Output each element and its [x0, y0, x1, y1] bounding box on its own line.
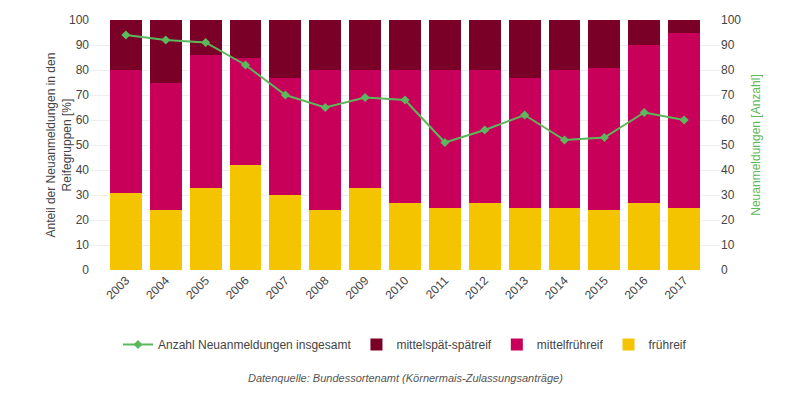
svg-text:40: 40 — [721, 163, 735, 177]
svg-text:0: 0 — [721, 263, 728, 277]
svg-text:50: 50 — [76, 138, 90, 152]
svg-text:70: 70 — [721, 88, 735, 102]
svg-text:frühreif: frühreif — [649, 338, 687, 352]
svg-text:60: 60 — [76, 113, 90, 127]
svg-text:70: 70 — [76, 88, 90, 102]
svg-text:2010: 2010 — [383, 273, 412, 302]
svg-text:2004: 2004 — [143, 273, 172, 302]
svg-text:100: 100 — [69, 13, 89, 27]
svg-text:2015: 2015 — [582, 273, 611, 302]
svg-text:10: 10 — [721, 238, 735, 252]
svg-text:50: 50 — [721, 138, 735, 152]
svg-text:2006: 2006 — [223, 273, 252, 302]
svg-text:Anzahl Neuanmeldungen insgesam: Anzahl Neuanmeldungen insgesamt — [158, 338, 351, 352]
svg-text:30: 30 — [721, 188, 735, 202]
svg-text:90: 90 — [721, 38, 735, 52]
svg-text:Datenquelle: Bundessortenamt (: Datenquelle: Bundessortenamt (Körnermais… — [248, 372, 563, 384]
svg-text:2005: 2005 — [183, 273, 212, 302]
svg-text:100: 100 — [721, 13, 741, 27]
svg-text:80: 80 — [721, 63, 735, 77]
svg-text:mittelspät-spätreif: mittelspät-spätreif — [396, 338, 491, 352]
svg-text:80: 80 — [76, 63, 90, 77]
svg-text:2008: 2008 — [303, 273, 332, 302]
svg-text:Anteil der Neuanmeldungen in d: Anteil der Neuanmeldungen in denReifegru… — [44, 53, 74, 238]
svg-text:30: 30 — [76, 188, 90, 202]
svg-text:20: 20 — [721, 213, 735, 227]
svg-text:2016: 2016 — [622, 273, 651, 302]
svg-text:2012: 2012 — [462, 273, 491, 302]
svg-text:60: 60 — [721, 113, 735, 127]
svg-text:2017: 2017 — [662, 273, 691, 302]
svg-text:40: 40 — [76, 163, 90, 177]
svg-text:2007: 2007 — [263, 273, 292, 302]
svg-text:90: 90 — [76, 38, 90, 52]
svg-text:2009: 2009 — [343, 273, 372, 302]
svg-text:20: 20 — [76, 213, 90, 227]
svg-text:2013: 2013 — [502, 273, 531, 302]
svg-text:10: 10 — [76, 238, 90, 252]
svg-text:mittelfrühreif: mittelfrühreif — [537, 338, 604, 352]
svg-text:0: 0 — [82, 263, 89, 277]
svg-text:Neuanmeldungen [Anzahl]: Neuanmeldungen [Anzahl] — [749, 74, 763, 215]
svg-text:2014: 2014 — [542, 273, 571, 302]
svg-text:2011: 2011 — [423, 273, 451, 301]
svg-text:2003: 2003 — [103, 273, 132, 302]
